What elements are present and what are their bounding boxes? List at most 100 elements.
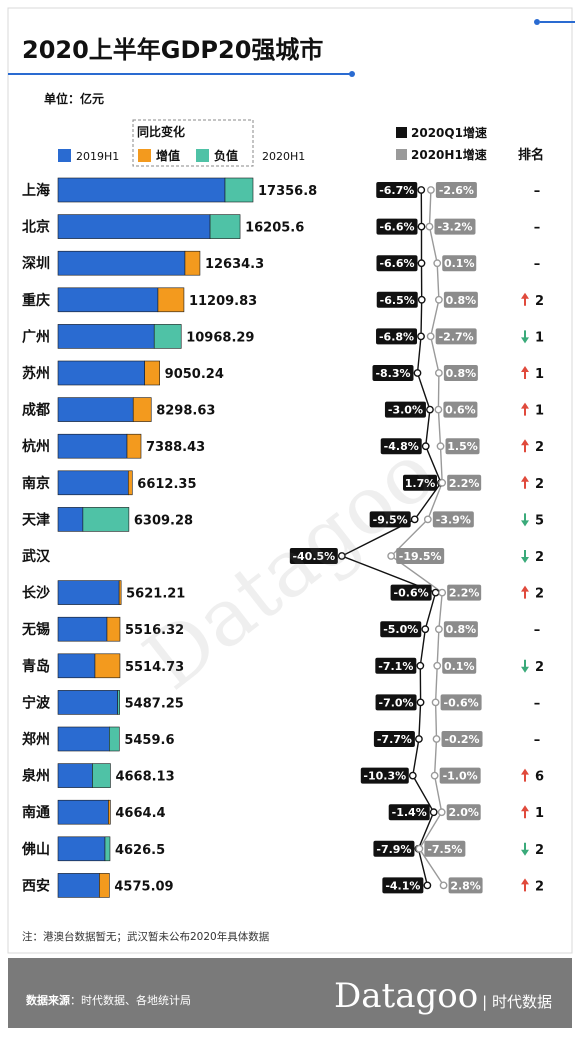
h1-label: 0.1% xyxy=(444,257,475,270)
bar-2019h1 xyxy=(57,507,84,532)
q1-point xyxy=(416,698,425,707)
h1-label: -0.2% xyxy=(444,733,479,746)
logo-text: Datagoo xyxy=(334,976,479,1016)
q1-label: -4.1% xyxy=(385,879,420,892)
city-label: 郑州 xyxy=(22,731,50,748)
bar-increase xyxy=(127,470,133,496)
h1-label-box xyxy=(446,804,481,821)
city-label: 南京 xyxy=(22,475,50,492)
bar-increase xyxy=(157,287,185,313)
bar-value-label: 11209.83 xyxy=(189,294,257,309)
h1-label: 2.0% xyxy=(448,806,479,819)
rank-down-arrow-icon xyxy=(521,550,529,563)
legend-h1-label: 2020H1增速 xyxy=(411,147,487,162)
rank-change-label: 1 xyxy=(535,330,544,345)
rank-change-label: – xyxy=(534,184,541,199)
city-label: 成都 xyxy=(22,402,50,419)
q1-label: -6.7% xyxy=(379,184,414,197)
bar-2019h1 xyxy=(57,360,145,386)
brand-logo: Datagoo | 时代数据 xyxy=(334,976,552,1016)
q1-label: -7.7% xyxy=(377,733,412,746)
bar-value-label: 5487.25 xyxy=(125,696,184,711)
rank-change-label: 5 xyxy=(535,513,544,528)
h1-label: 2.2% xyxy=(449,587,480,600)
h1-point xyxy=(434,369,443,377)
q1-label: -7.9% xyxy=(376,843,411,856)
legend-h1-swatch xyxy=(396,149,407,160)
city-label: 南通 xyxy=(22,804,50,821)
h1-label-box xyxy=(435,328,477,345)
city-label: 苏州 xyxy=(22,365,50,382)
bar-decrease xyxy=(104,836,111,862)
h1-label: -1.0% xyxy=(443,770,478,783)
h1-label-box xyxy=(396,548,445,564)
h1-label: 2.2% xyxy=(449,477,480,490)
q1-label-box xyxy=(375,694,417,711)
bar-value-label: 8298.63 xyxy=(156,404,215,419)
h1-label: 2.8% xyxy=(450,879,481,892)
bar-2019h1 xyxy=(57,214,211,239)
bar-value-label: 6612.35 xyxy=(137,477,196,492)
h1-point xyxy=(434,405,443,414)
rank-down-arrow-icon xyxy=(521,513,529,527)
legend-q1-label: 2020Q1增速 xyxy=(411,125,487,140)
logo-cn: | 时代数据 xyxy=(482,993,552,1011)
rank-down-arrow-icon xyxy=(521,330,529,344)
bar-increase xyxy=(106,616,121,642)
h1-label: -2.7% xyxy=(439,330,474,343)
rank-up-arrow-icon xyxy=(521,366,529,379)
footer: 数据来源：时代数据、各地统计局 Datagoo | 时代数据 xyxy=(8,958,572,1028)
h1-label-box xyxy=(447,474,482,491)
q1-point xyxy=(431,588,440,597)
rank-change-label: 2 xyxy=(535,440,544,455)
q1-label: -9.5% xyxy=(373,513,408,526)
q1-label-box xyxy=(390,584,432,601)
rank-up-arrow-icon xyxy=(521,768,529,782)
q1-label: -10.3% xyxy=(363,770,406,783)
bar-decrease xyxy=(209,214,241,239)
h1-label-box xyxy=(439,767,481,784)
h1-label: -7.5% xyxy=(427,843,462,856)
legend-group-box xyxy=(132,119,254,167)
bar-2019h1 xyxy=(57,836,106,862)
rank-up-arrow-icon xyxy=(521,439,529,453)
bar-2019h1 xyxy=(57,873,100,898)
bar-2019h1 xyxy=(57,324,155,349)
bar-increase xyxy=(126,433,142,459)
bar-2019h1 xyxy=(57,580,120,605)
bar-2019h1 xyxy=(57,177,226,203)
data-source: 数据来源：时代数据、各地统计局 xyxy=(26,992,191,1008)
q1-point xyxy=(408,771,417,780)
h1-label-box xyxy=(442,255,477,272)
q1-point xyxy=(417,259,426,268)
q1-label: -7.1% xyxy=(378,660,413,673)
bar-2019h1 xyxy=(57,433,128,459)
bar-value-label: 16205.6 xyxy=(245,221,304,236)
h1-point xyxy=(438,588,447,597)
q1-label: 1.7% xyxy=(405,477,436,490)
bar-2019h1 xyxy=(57,653,96,679)
rank-change-label: – xyxy=(534,257,541,272)
legend-base-swatch xyxy=(58,149,71,162)
chart-note: 注：港澳台数据暂无；武汉暂未公布2020年具体数据 xyxy=(22,930,270,943)
q1-point xyxy=(413,369,422,377)
q1-point xyxy=(410,515,419,524)
h1-point xyxy=(387,552,396,560)
q1-point xyxy=(416,661,425,670)
q1-label-box xyxy=(376,291,418,308)
q1-label: -1.4% xyxy=(392,806,427,819)
h1-label-box xyxy=(447,584,482,601)
h1-point xyxy=(438,478,447,487)
bar-increase xyxy=(184,250,201,276)
h1-label-box xyxy=(441,731,483,747)
bar-decrease xyxy=(82,507,130,532)
bar-2019h1 xyxy=(57,799,109,825)
h1-label: 1.5% xyxy=(447,440,478,453)
h1-label: 0.8% xyxy=(446,623,477,636)
bar-value-label: 4575.09 xyxy=(114,879,173,894)
q1-label-box xyxy=(388,804,430,821)
legend-decrease-swatch xyxy=(196,149,209,162)
city-label: 北京 xyxy=(22,219,50,236)
bar-value-label: 4668.13 xyxy=(115,770,174,785)
